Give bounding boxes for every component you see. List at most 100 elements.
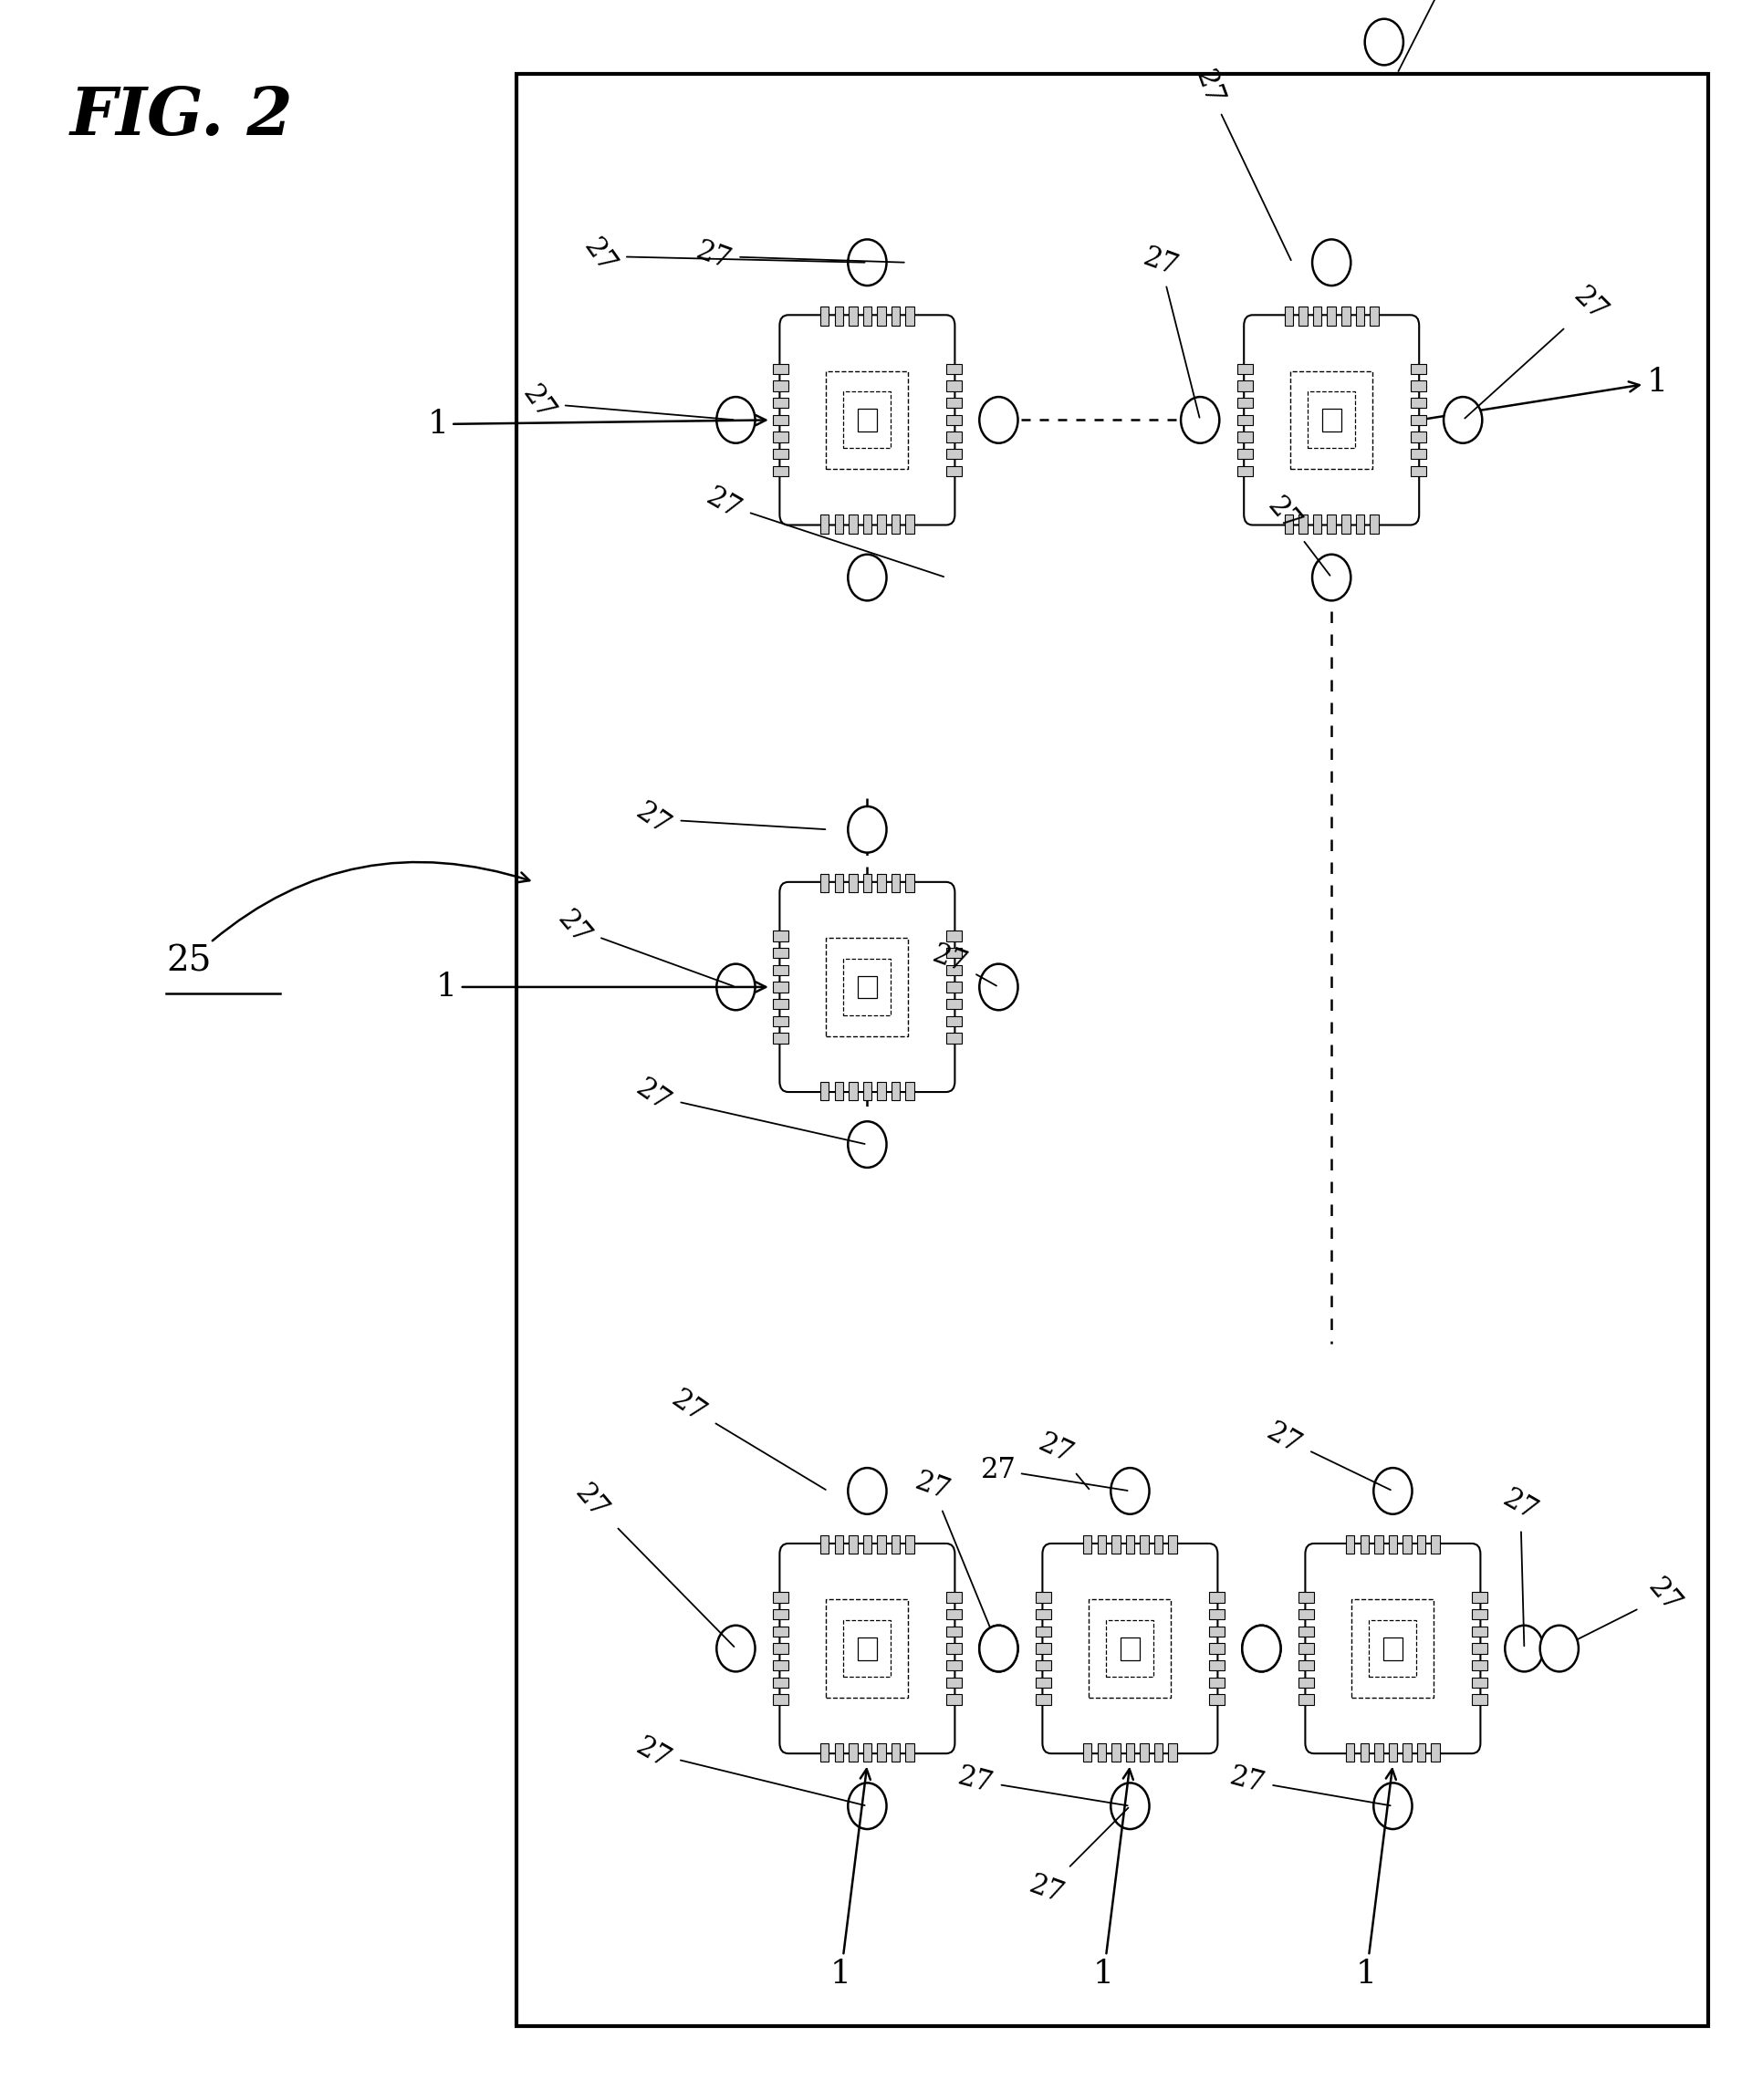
- Bar: [1237, 380, 1253, 391]
- Bar: [864, 1743, 871, 1762]
- Bar: [1410, 380, 1426, 391]
- Bar: [1237, 449, 1253, 460]
- Bar: [1342, 514, 1351, 533]
- Bar: [1209, 1644, 1225, 1653]
- Bar: [1342, 307, 1351, 326]
- Bar: [1346, 1535, 1354, 1554]
- Bar: [1298, 307, 1307, 326]
- Bar: [906, 307, 915, 326]
- Text: 27: 27: [1025, 1808, 1128, 1909]
- FancyBboxPatch shape: [1305, 1544, 1480, 1754]
- Circle shape: [848, 806, 887, 853]
- Bar: [1472, 1695, 1487, 1705]
- Circle shape: [979, 397, 1018, 443]
- Bar: [848, 1535, 857, 1554]
- Bar: [864, 874, 871, 892]
- Bar: [820, 1535, 829, 1554]
- Bar: [1298, 1661, 1314, 1672]
- Bar: [946, 1609, 962, 1619]
- Bar: [1237, 433, 1253, 443]
- Bar: [946, 466, 962, 477]
- Bar: [878, 874, 887, 892]
- Bar: [1209, 1609, 1225, 1619]
- Bar: [946, 363, 962, 374]
- Circle shape: [717, 964, 755, 1010]
- Bar: [1370, 307, 1379, 326]
- Text: 27: 27: [1561, 1573, 1685, 1646]
- FancyBboxPatch shape: [1244, 315, 1419, 525]
- Bar: [1410, 466, 1426, 477]
- Bar: [773, 1695, 788, 1705]
- Bar: [1472, 1644, 1487, 1653]
- Bar: [827, 939, 908, 1035]
- Bar: [946, 1000, 962, 1010]
- Bar: [773, 1661, 788, 1672]
- Text: 27: 27: [578, 233, 865, 279]
- Circle shape: [717, 397, 755, 443]
- Bar: [834, 1082, 843, 1100]
- Bar: [820, 307, 829, 326]
- Bar: [1141, 1743, 1149, 1762]
- Text: 27: 27: [981, 1455, 1128, 1491]
- Bar: [1237, 363, 1253, 374]
- Text: 27: 27: [1398, 0, 1475, 71]
- Bar: [1209, 1695, 1225, 1705]
- Text: 27: 27: [1498, 1485, 1544, 1646]
- Bar: [1111, 1743, 1120, 1762]
- Bar: [1346, 1743, 1354, 1762]
- Circle shape: [1374, 1468, 1412, 1514]
- Bar: [1410, 416, 1426, 424]
- Text: 1: 1: [427, 410, 766, 439]
- Bar: [1209, 1678, 1225, 1688]
- Bar: [1035, 1678, 1051, 1688]
- Text: 27: 27: [569, 1478, 734, 1646]
- Bar: [1356, 307, 1365, 326]
- Bar: [892, 1082, 901, 1100]
- Circle shape: [1365, 19, 1403, 65]
- Bar: [1431, 1535, 1440, 1554]
- Bar: [946, 930, 962, 941]
- Bar: [1155, 1743, 1163, 1762]
- Bar: [1209, 1592, 1225, 1602]
- Bar: [906, 514, 915, 533]
- Bar: [1284, 307, 1293, 326]
- Bar: [834, 1535, 843, 1554]
- Bar: [1035, 1625, 1051, 1636]
- Bar: [1298, 514, 1307, 533]
- Bar: [1403, 1535, 1412, 1554]
- Circle shape: [1505, 1625, 1544, 1672]
- Bar: [1374, 1535, 1382, 1554]
- Bar: [1141, 1535, 1149, 1554]
- Bar: [1107, 1621, 1155, 1676]
- Bar: [1431, 1743, 1440, 1762]
- Bar: [1298, 1644, 1314, 1653]
- Bar: [517, 74, 1708, 2026]
- Text: FIG. 2: FIG. 2: [70, 84, 293, 149]
- Bar: [1472, 1678, 1487, 1688]
- Bar: [1237, 397, 1253, 407]
- Text: 1: 1: [1093, 1768, 1134, 1989]
- Bar: [834, 874, 843, 892]
- Bar: [906, 1743, 915, 1762]
- Text: 27: 27: [1261, 491, 1330, 575]
- Bar: [1284, 514, 1293, 533]
- Text: 27: 27: [666, 1386, 825, 1489]
- Circle shape: [717, 1625, 755, 1672]
- Circle shape: [1242, 1625, 1281, 1672]
- Bar: [820, 1743, 829, 1762]
- Bar: [773, 1000, 788, 1010]
- Bar: [773, 433, 788, 443]
- Bar: [946, 449, 962, 460]
- Bar: [864, 1535, 871, 1554]
- Bar: [946, 1644, 962, 1653]
- Bar: [892, 1535, 901, 1554]
- Bar: [1035, 1661, 1051, 1672]
- Bar: [906, 874, 915, 892]
- Bar: [1035, 1644, 1051, 1653]
- Text: 27: 27: [1226, 1762, 1391, 1806]
- Text: 27: 27: [692, 237, 904, 275]
- Bar: [892, 874, 901, 892]
- Bar: [1384, 1638, 1402, 1659]
- Circle shape: [848, 1121, 887, 1168]
- Bar: [1298, 1592, 1314, 1602]
